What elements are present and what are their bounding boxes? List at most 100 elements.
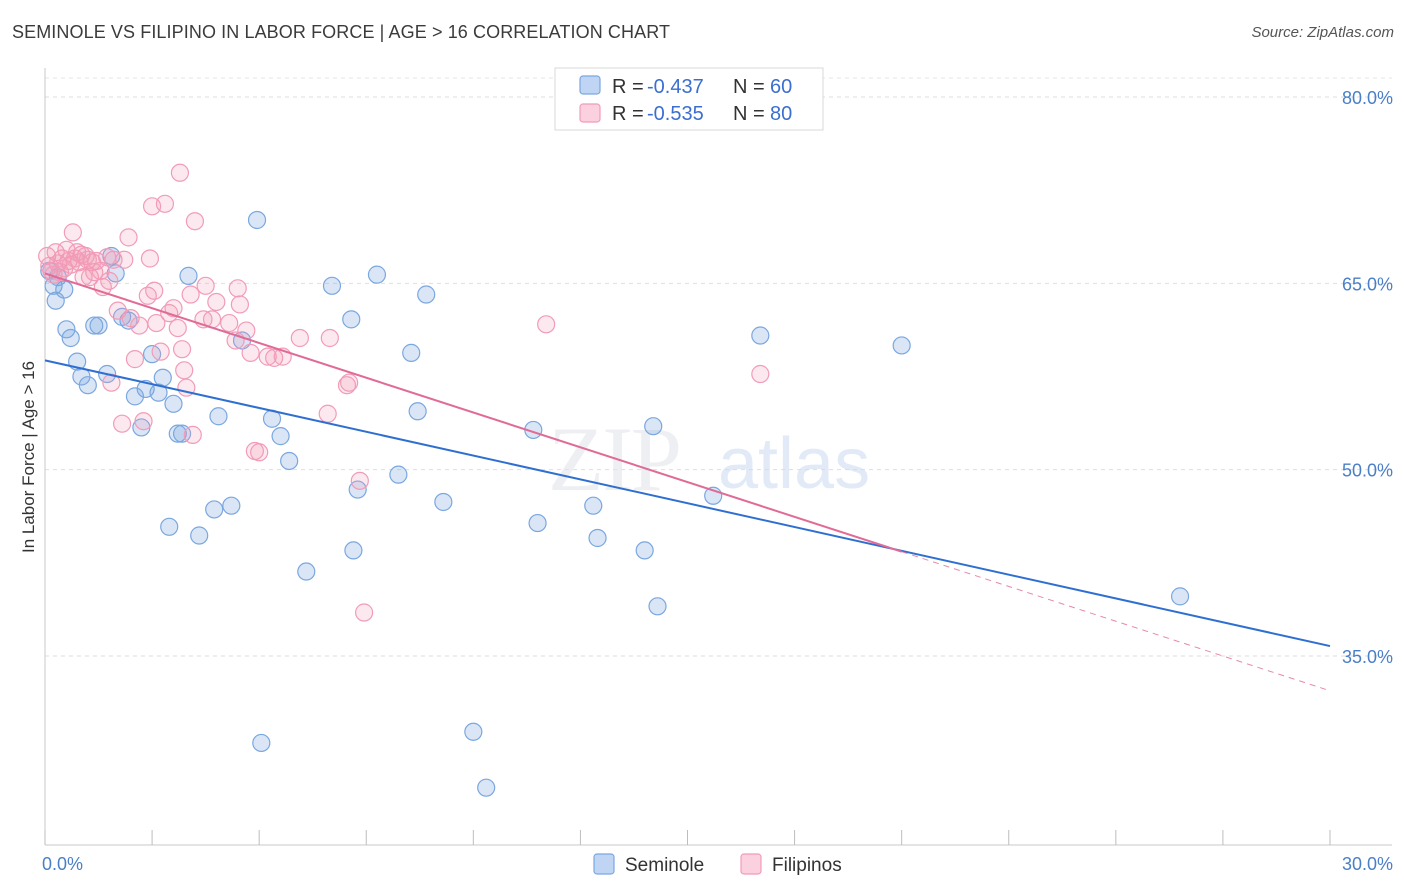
point-seminole (751, 326, 770, 345)
trend-line-filipinos-extension (901, 551, 1331, 692)
x-axis-ticks (44, 830, 1331, 845)
point-filipinos (350, 471, 369, 490)
trend-line-filipinos (44, 272, 902, 553)
point-seminole (55, 280, 74, 299)
point-filipinos (241, 343, 260, 362)
point-filipinos (337, 376, 357, 395)
point-filipinos (147, 313, 166, 333)
point-seminole (528, 513, 547, 533)
point-filipinos (119, 228, 138, 247)
point-seminole (78, 376, 97, 395)
y-axis-title: In Labor Force | Age > 16 (19, 361, 38, 553)
point-seminole (635, 541, 654, 560)
point-seminole (892, 336, 911, 355)
point-seminole (344, 541, 363, 560)
legend-r-label-filipinos: R = (612, 103, 644, 125)
point-seminole (297, 562, 316, 581)
point-seminole (106, 264, 125, 283)
point-filipinos (220, 313, 239, 333)
data-points (38, 163, 1190, 797)
point-seminole (57, 320, 76, 339)
legend-n-label-filipinos: N = (733, 103, 765, 125)
point-filipinos (172, 340, 192, 359)
point-filipinos (175, 361, 194, 380)
point-seminole (584, 496, 603, 515)
trend-line-seminole (44, 359, 1331, 648)
point-seminole (434, 492, 453, 512)
point-filipinos (181, 285, 200, 304)
point-seminole (153, 368, 172, 387)
point-seminole (61, 328, 80, 348)
point-seminole (342, 310, 361, 329)
point-filipinos (355, 603, 374, 622)
point-filipinos (537, 315, 556, 334)
legend-r-value-filipinos: -0.535 (647, 103, 704, 125)
legend-n-value-seminole: 60 (770, 76, 792, 98)
point-filipinos (230, 295, 249, 314)
point-seminole (644, 417, 663, 436)
point-filipinos (340, 373, 359, 392)
y-axis-tick-labels: 35.0% 50.0% 65.0% 80.0% (1342, 88, 1393, 667)
legend-n-value-filipinos: 80 (770, 103, 792, 125)
point-seminole (222, 496, 241, 515)
point-seminole (209, 407, 228, 426)
x-axis-tick-labels: 0.0% 30.0% (42, 854, 1393, 874)
point-seminole (89, 316, 108, 335)
point-filipinos (164, 299, 183, 318)
point-filipinos (85, 263, 104, 282)
point-seminole (648, 597, 667, 616)
point-filipinos (185, 212, 205, 231)
point-filipinos (112, 414, 132, 433)
y-tick-label: 35.0% (1342, 647, 1393, 667)
series-legend-label-filipinos: Filipinos (772, 855, 842, 876)
series-legend-swatch-seminole (593, 853, 615, 875)
point-seminole (179, 266, 198, 285)
point-seminole (322, 276, 342, 295)
point-filipinos (751, 364, 770, 384)
point-seminole (149, 383, 168, 402)
series-legend: Seminole Filipinos (593, 853, 842, 876)
point-seminole (1170, 587, 1190, 606)
trend-lines (44, 272, 1331, 692)
point-filipinos (170, 163, 190, 182)
point-seminole (247, 210, 267, 230)
point-filipinos (125, 350, 145, 369)
point-filipinos (250, 443, 269, 462)
legend-r-label-seminole: R = (612, 76, 644, 98)
point-filipinos (320, 328, 339, 348)
legend-swatch-seminole (579, 75, 601, 95)
point-seminole (125, 387, 145, 406)
point-seminole (367, 265, 387, 284)
point-filipinos (151, 342, 170, 361)
y-tick-label: 80.0% (1342, 88, 1393, 108)
watermark-atlas: atlas (718, 424, 870, 504)
point-seminole (417, 285, 436, 304)
x-tick-label-min: 0.0% (42, 854, 83, 874)
point-filipinos (196, 276, 215, 295)
stats-legend: R = -0.437 N = 60 R = -0.535 N = 80 (554, 67, 824, 131)
point-filipinos (140, 249, 160, 268)
point-seminole (160, 517, 179, 536)
point-seminole (389, 465, 408, 484)
legend-n-label-seminole: N = (733, 76, 765, 98)
point-filipinos (100, 271, 119, 290)
point-seminole (588, 528, 607, 548)
chart-source: Source: ZipAtlas.com (1251, 24, 1394, 41)
grid-lines (45, 77, 1392, 657)
y-tick-label: 65.0% (1342, 274, 1393, 294)
point-filipinos (145, 281, 164, 300)
point-seminole (164, 394, 183, 413)
point-filipinos (228, 279, 247, 298)
point-filipinos (155, 194, 175, 213)
point-filipinos (104, 250, 123, 269)
point-seminole (408, 402, 427, 421)
point-filipinos (318, 404, 337, 423)
point-filipinos (290, 328, 309, 348)
axes (44, 68, 1392, 846)
point-seminole (205, 500, 224, 519)
point-filipinos (134, 412, 153, 431)
y-tick-label: 50.0% (1342, 461, 1393, 481)
point-seminole (168, 424, 187, 443)
point-seminole (85, 316, 104, 335)
